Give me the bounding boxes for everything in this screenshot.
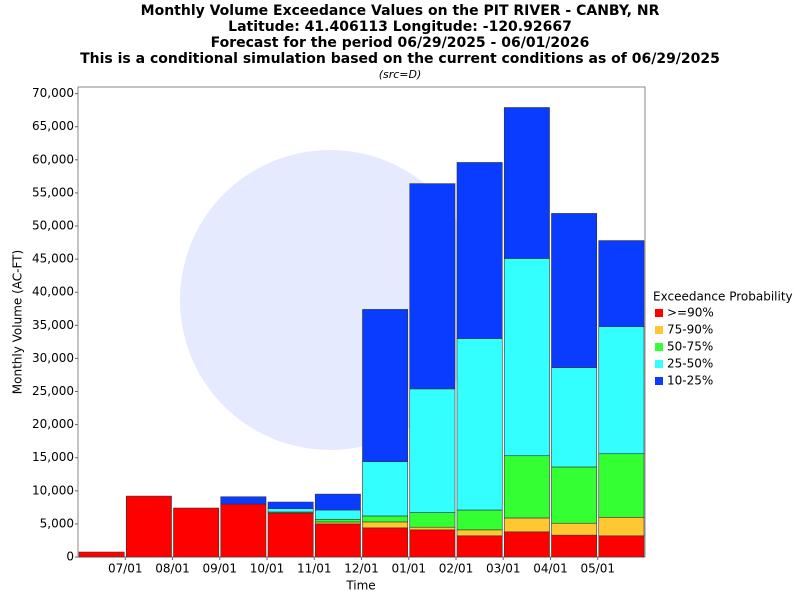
- y-axis-label: Monthly Volume (AC-FT): [11, 250, 25, 394]
- bar-segment: [362, 527, 409, 558]
- y-tick-label: 70,000: [32, 86, 74, 100]
- chart-title: Forecast for the period 06/29/2025 - 06/…: [211, 35, 590, 51]
- legend-swatch: [655, 343, 663, 351]
- legend-label: 50-75%: [667, 340, 713, 354]
- bar-segment: [409, 529, 456, 558]
- bar-segment: [267, 512, 314, 558]
- bar-segment: [456, 509, 503, 531]
- legend-swatch: [655, 377, 663, 385]
- bar-segment: [267, 508, 314, 513]
- plot-area: [77, 86, 646, 558]
- y-tick-label: 60,000: [32, 152, 74, 166]
- legend-label: 75-90%: [667, 323, 713, 337]
- x-tick-label: 03/01: [486, 562, 521, 576]
- chart-title: Monthly Volume Exceedance Values on the …: [141, 3, 660, 19]
- bar-segment: [598, 516, 645, 537]
- y-tick-label: 40,000: [32, 285, 74, 299]
- bar-segment: [551, 213, 598, 368]
- bar-segment: [314, 493, 361, 511]
- y-tick-label: 65,000: [32, 119, 74, 133]
- x-tick-label: 09/01: [202, 562, 237, 576]
- x-axis-label: Time: [345, 579, 375, 593]
- bar-segment: [409, 183, 456, 390]
- bar-segment: [362, 461, 409, 517]
- bar-segment: [551, 534, 598, 558]
- bar-segment: [551, 522, 598, 536]
- bar-segment: [503, 455, 550, 519]
- bar-segment: [503, 517, 550, 533]
- x-tick-label: 08/01: [155, 562, 190, 576]
- bar-segment: [503, 107, 550, 259]
- bar-segment: [598, 240, 645, 327]
- x-tick-label: 01/01: [391, 562, 426, 576]
- x-tick-label: 07/01: [108, 562, 143, 576]
- bar-segment: [173, 507, 220, 558]
- legend-swatch: [655, 309, 663, 317]
- legend-swatch: [655, 326, 663, 334]
- y-tick-label: 15,000: [32, 450, 74, 464]
- bar-segment: [551, 466, 598, 524]
- bar-segment: [78, 551, 125, 558]
- y-tick-label: 35,000: [32, 318, 74, 332]
- y-tick-label: 30,000: [32, 351, 74, 365]
- bar-segment: [362, 309, 409, 462]
- bar-segment: [598, 535, 645, 558]
- bar-segment: [503, 531, 550, 558]
- chart-title: Latitude: 41.406113 Longitude: -120.9266…: [228, 19, 572, 35]
- bar-segment: [314, 523, 361, 558]
- chart-title: This is a conditional simulation based o…: [80, 51, 720, 67]
- legend-label: 10-25%: [667, 374, 713, 388]
- x-tick-label: 10/01: [250, 562, 285, 576]
- bar-segment: [409, 512, 456, 528]
- legend-label: >=90%: [667, 306, 714, 320]
- y-tick-label: 50,000: [32, 219, 74, 233]
- bar-segment: [409, 388, 456, 513]
- y-tick-label: 55,000: [32, 185, 74, 199]
- legend-label: 25-50%: [667, 357, 713, 371]
- legend-title: Exceedance Probability: [653, 290, 793, 304]
- bar-segment: [314, 509, 361, 520]
- bar-segment: [456, 162, 503, 339]
- bar-segment: [503, 258, 550, 457]
- x-tick-label: 12/01: [344, 562, 379, 576]
- bar-segment: [267, 501, 314, 509]
- y-tick-label: 45,000: [32, 252, 74, 266]
- y-tick-label: 25,000: [32, 384, 74, 398]
- bar-segment: [456, 338, 503, 511]
- bar-segment: [314, 518, 361, 523]
- x-tick-label: 05/01: [580, 562, 615, 576]
- legend-swatch: [655, 360, 663, 368]
- y-tick-label: 5,000: [40, 516, 74, 530]
- bar-segment: [220, 496, 267, 505]
- x-tick-label: 02/01: [439, 562, 474, 576]
- bar-segment: [362, 515, 409, 523]
- bar-segment: [551, 367, 598, 468]
- bar-segment: [456, 535, 503, 558]
- bar-segment: [125, 495, 172, 558]
- x-tick-label: 11/01: [297, 562, 332, 576]
- bar-segment: [362, 521, 409, 529]
- subtitle: (src=D): [379, 68, 422, 81]
- y-tick-label: 10,000: [32, 483, 74, 497]
- y-tick-label: 20,000: [32, 417, 74, 431]
- bar-segment: [409, 526, 456, 531]
- bar-segment: [456, 529, 503, 537]
- bar-segment: [220, 503, 267, 558]
- y-tick-label: 0: [66, 550, 74, 564]
- bar-segment: [598, 453, 645, 518]
- x-tick-label: 04/01: [533, 562, 568, 576]
- bar-segment: [598, 326, 645, 455]
